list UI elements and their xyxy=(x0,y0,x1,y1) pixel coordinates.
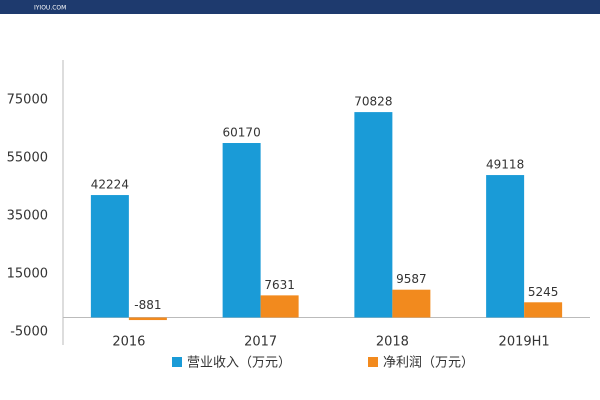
bar xyxy=(128,317,167,321)
y-tick-label: 35000 xyxy=(7,209,48,224)
data-label: 60170 xyxy=(223,126,261,140)
data-label: 9587 xyxy=(396,272,427,286)
data-label: 49118 xyxy=(486,158,524,172)
data-label: 7631 xyxy=(264,278,295,292)
bar xyxy=(524,302,563,318)
legend-swatch xyxy=(368,357,378,367)
data-label: 5245 xyxy=(528,285,559,299)
y-tick-label: 15000 xyxy=(7,267,48,282)
data-label: 70828 xyxy=(354,95,392,109)
x-tick-label: 2017 xyxy=(244,335,277,350)
bar xyxy=(486,175,525,318)
data-label: -881 xyxy=(134,298,161,312)
header-bar xyxy=(0,0,600,14)
bar xyxy=(392,289,431,318)
bar xyxy=(222,143,261,318)
x-tick-label: 2018 xyxy=(376,335,409,350)
bar xyxy=(354,112,393,318)
bar xyxy=(90,195,129,318)
bar xyxy=(260,295,299,318)
logo-text: IYIOU.COM xyxy=(34,5,66,12)
data-label: 42224 xyxy=(91,178,129,192)
legend-label: 营业收入（万元） xyxy=(187,356,291,371)
y-tick-label: 75000 xyxy=(7,93,48,108)
x-tick-label: 2019H1 xyxy=(499,335,550,350)
legend-label: 净利润（万元） xyxy=(383,356,474,371)
y-tick-label: -5000 xyxy=(10,325,48,340)
y-tick-label: 55000 xyxy=(7,151,48,166)
legend-swatch xyxy=(172,357,182,367)
x-tick-label: 2016 xyxy=(112,335,145,350)
